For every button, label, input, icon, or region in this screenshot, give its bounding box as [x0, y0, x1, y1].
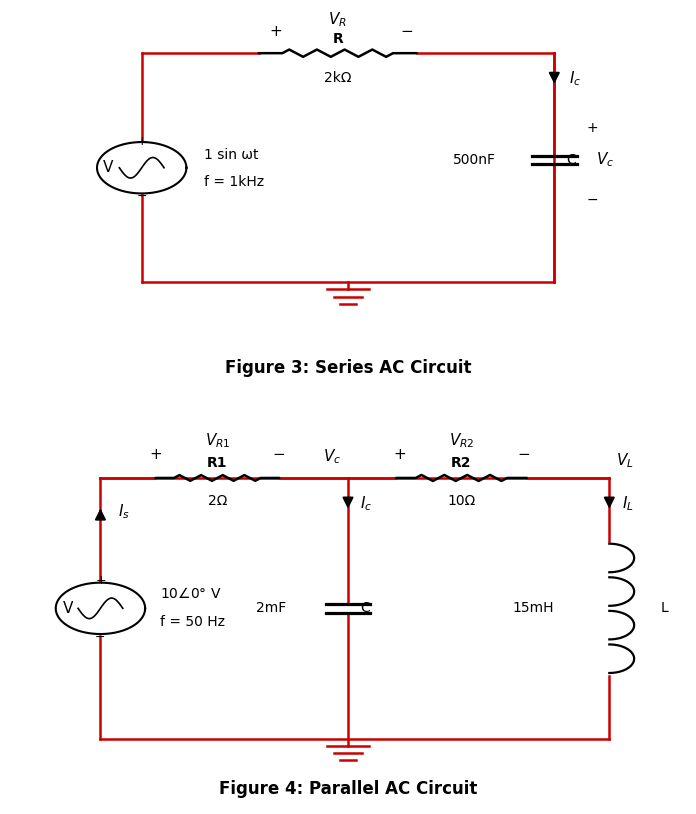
Text: V: V — [102, 160, 113, 175]
Text: $V_c$: $V_c$ — [323, 448, 341, 466]
Text: Figure 3: Series AC Circuit: Figure 3: Series AC Circuit — [225, 359, 471, 377]
Text: −: − — [586, 192, 598, 207]
Text: f = 50 Hz: f = 50 Hz — [160, 615, 226, 629]
Text: +: + — [136, 135, 147, 148]
Text: $V_R$: $V_R$ — [329, 11, 347, 29]
Text: R2: R2 — [451, 456, 472, 470]
Text: 2Ω: 2Ω — [207, 494, 227, 508]
Text: L: L — [661, 602, 669, 615]
Text: +: + — [95, 575, 106, 588]
Text: $V_{R1}$: $V_{R1}$ — [205, 431, 230, 450]
Text: $V_L$: $V_L$ — [616, 451, 634, 470]
Text: +: + — [586, 121, 598, 135]
Text: 15mH: 15mH — [513, 602, 554, 615]
Text: R: R — [332, 32, 343, 46]
Text: Figure 4: Parallel AC Circuit: Figure 4: Parallel AC Circuit — [219, 780, 477, 798]
Text: $I_s$: $I_s$ — [118, 502, 129, 521]
Text: f = 1kHz: f = 1kHz — [204, 175, 264, 189]
Text: 10Ω: 10Ω — [448, 494, 475, 508]
Text: $I_c$: $I_c$ — [361, 494, 372, 513]
Text: +: + — [393, 447, 406, 462]
Text: R1: R1 — [207, 456, 228, 470]
Text: −: − — [273, 447, 285, 462]
Text: −: − — [517, 447, 530, 462]
Text: $I_L$: $I_L$ — [622, 494, 633, 513]
Text: −: − — [95, 631, 106, 644]
Text: C: C — [567, 153, 576, 167]
Text: $V_c$: $V_c$ — [596, 151, 614, 169]
Text: 500nF: 500nF — [453, 153, 496, 167]
Text: C: C — [361, 602, 370, 615]
Text: +: + — [269, 24, 282, 39]
Text: 2mF: 2mF — [256, 602, 286, 615]
Text: 10$\angle$0° V: 10$\angle$0° V — [160, 586, 222, 602]
Text: $I_c$: $I_c$ — [569, 69, 582, 88]
Text: 2kΩ: 2kΩ — [324, 71, 351, 85]
Text: −: − — [400, 24, 413, 39]
Text: −: − — [136, 190, 147, 203]
Text: V: V — [63, 601, 73, 616]
Text: $V_{R2}$: $V_{R2}$ — [449, 431, 474, 450]
Text: +: + — [149, 447, 162, 462]
Text: 1 sin ωt: 1 sin ωt — [204, 148, 258, 162]
